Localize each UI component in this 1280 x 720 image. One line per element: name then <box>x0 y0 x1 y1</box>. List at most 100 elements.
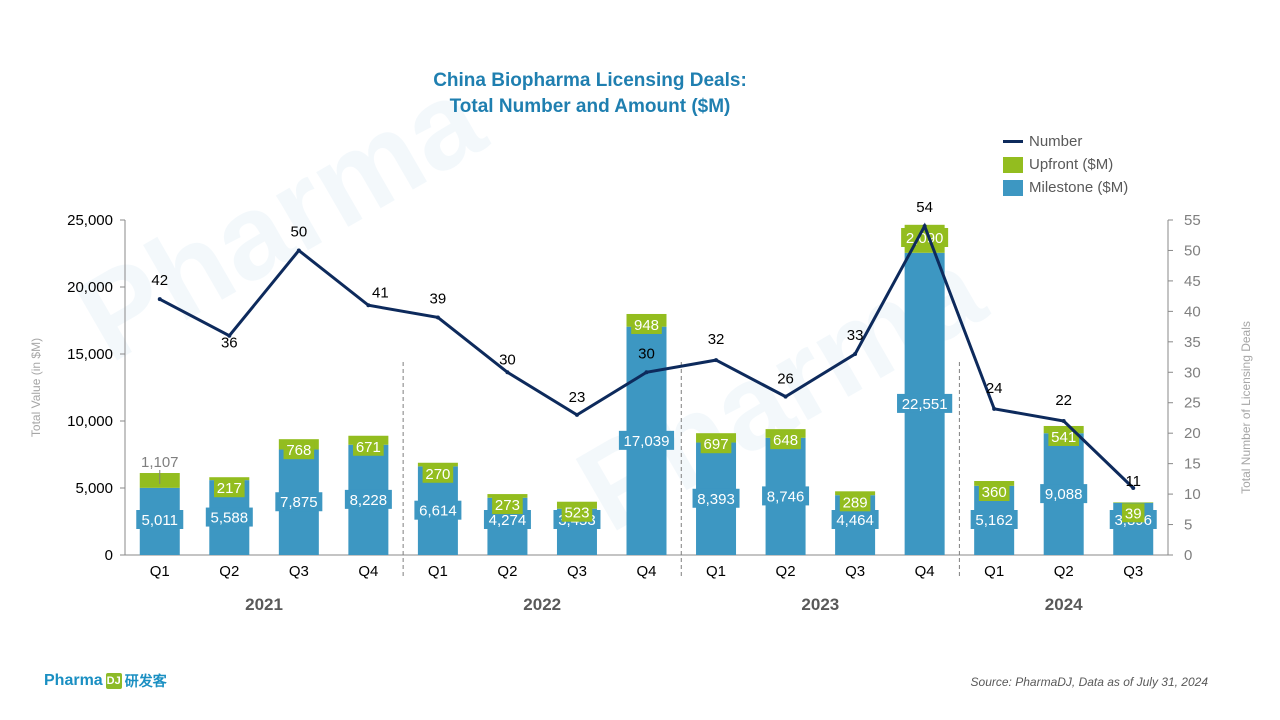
y-tick-label: 10,000 <box>67 413 113 430</box>
label-milestone: 4,464 <box>836 512 874 529</box>
x-tick-label: Q1 <box>150 563 170 580</box>
label-milestone: 7,875 <box>280 494 318 511</box>
y2-tick-label: 30 <box>1184 364 1201 381</box>
label-upfront: 1,107 <box>141 454 179 471</box>
label-number: 39 <box>430 290 447 307</box>
label-number: 50 <box>290 223 307 240</box>
label-milestone-bg <box>692 488 740 508</box>
y2-tick-label: 15 <box>1184 456 1201 473</box>
label-upfront: 671 <box>356 439 381 456</box>
label-milestone-bg <box>1040 484 1088 504</box>
legend-swatch-milestone <box>1003 179 1023 196</box>
label-milestone: 5,588 <box>211 510 249 527</box>
y2-tick-label: 5 <box>1184 517 1192 534</box>
x-tick-label: Q1 <box>428 563 448 580</box>
label-upfront-bg <box>353 436 384 456</box>
y-tick-label: 25,000 <box>67 212 113 229</box>
label-number: 11 <box>1125 473 1141 490</box>
x-tick-label: Q2 <box>1054 563 1074 580</box>
label-milestone: 8,228 <box>350 492 388 509</box>
y-tick-label: 15,000 <box>67 346 113 363</box>
y2-tick-label: 35 <box>1184 334 1201 351</box>
point-number <box>853 352 858 356</box>
label-upfront-bg <box>700 434 732 454</box>
x-tick-label: Q4 <box>915 563 935 580</box>
label-milestone-bg <box>344 489 392 509</box>
x-tick-label: Q2 <box>219 563 239 580</box>
legend-item-upfront: Upfront ($M) <box>1003 153 1128 176</box>
label-upfront-bg <box>839 492 871 512</box>
label-upfront: 270 <box>425 466 450 483</box>
label-number: 54 <box>916 199 933 216</box>
year-label: 2021 <box>245 595 283 614</box>
label-milestone-bg <box>618 430 675 450</box>
x-tick-label: Q3 <box>289 563 309 580</box>
label-milestone-bg <box>205 507 253 527</box>
y2-tick-label: 40 <box>1184 303 1201 320</box>
year-label: 2023 <box>801 595 839 614</box>
label-number: 23 <box>569 389 586 406</box>
label-upfront-bg <box>978 482 1010 502</box>
point-number <box>366 303 371 308</box>
year-label: 2022 <box>523 595 561 614</box>
label-milestone: 4,274 <box>489 512 527 529</box>
point-number <box>227 333 232 338</box>
y-tick-label: 20,000 <box>67 279 113 296</box>
y-tick-label: 5,000 <box>75 480 113 497</box>
label-upfront: 697 <box>704 436 729 453</box>
point-number <box>992 406 997 411</box>
label-upfront: 39 <box>1125 505 1142 522</box>
label-upfront-bg <box>901 228 949 247</box>
y2-tick-label: 10 <box>1184 486 1201 503</box>
label-upfront-bg <box>283 440 315 460</box>
label-upfront: 648 <box>773 432 798 449</box>
label-milestone-bg <box>136 510 184 529</box>
label-number: 36 <box>221 335 238 352</box>
label-number: 42 <box>151 272 168 289</box>
brand-mark: DJ <box>105 673 122 689</box>
point-number <box>783 394 788 399</box>
label-upfront: 768 <box>286 442 311 459</box>
x-tick-label: Q2 <box>497 563 517 580</box>
label-number: 26 <box>777 371 794 388</box>
legend-item-number: Number <box>1003 130 1128 153</box>
label-number: 24 <box>986 380 1003 397</box>
label-number: 22 <box>1055 392 1072 409</box>
brand-name: Pharma <box>44 672 103 689</box>
year-label: 2024 <box>1045 595 1083 614</box>
y2-tick-label: 45 <box>1184 273 1201 290</box>
label-number: 30 <box>499 351 516 368</box>
label-upfront-bg <box>1122 503 1145 523</box>
label-milestone: 8,393 <box>697 491 735 508</box>
label-upfront: 2,090 <box>906 230 944 247</box>
legend: Number Upfront ($M) Milestone ($M) <box>1003 130 1128 199</box>
bar-upfront <box>1113 502 1154 503</box>
label-upfront: 289 <box>843 494 868 511</box>
label-milestone: 17,039 <box>624 433 670 450</box>
y-tick-label: 0 <box>105 547 113 564</box>
label-milestone-bg <box>483 510 531 529</box>
label-milestone: 6,614 <box>419 503 457 520</box>
label-upfront: 273 <box>495 497 520 514</box>
point-number <box>1131 486 1136 490</box>
label-milestone-bg <box>897 393 953 413</box>
label-number: 32 <box>708 331 725 348</box>
label-upfront-bg <box>770 430 801 450</box>
y2-tick-label: 55 <box>1184 212 1201 229</box>
label-milestone-bg <box>414 500 462 520</box>
x-tick-label: Q1 <box>706 563 726 580</box>
label-milestone: 22,551 <box>902 396 948 413</box>
label-upfront-bg <box>1048 426 1079 446</box>
chart-title-line2: Total Number and Amount ($M) <box>449 96 731 117</box>
x-tick-label: Q1 <box>984 563 1004 580</box>
y2-tick-label: 0 <box>1184 547 1192 564</box>
label-number: 41 <box>372 284 389 301</box>
label-number: 30 <box>638 345 655 362</box>
label-upfront-bg <box>561 502 593 522</box>
point-number <box>505 370 510 375</box>
point-number <box>714 358 719 363</box>
point-number <box>435 315 440 320</box>
y2-tick-label: 20 <box>1184 425 1201 442</box>
source-note: Source: PharmaDJ, Data as of July 31, 20… <box>970 675 1208 689</box>
